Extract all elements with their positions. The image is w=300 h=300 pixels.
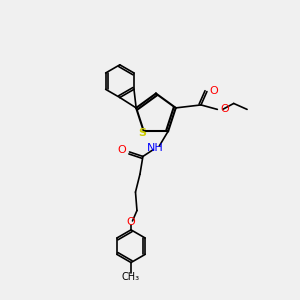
Text: CH₃: CH₃ [122, 272, 140, 282]
Text: O: O [118, 146, 127, 155]
Text: O: O [209, 86, 218, 96]
Text: S: S [138, 128, 146, 138]
Text: NH: NH [147, 142, 164, 152]
Text: O: O [127, 218, 135, 227]
Text: O: O [220, 104, 229, 114]
